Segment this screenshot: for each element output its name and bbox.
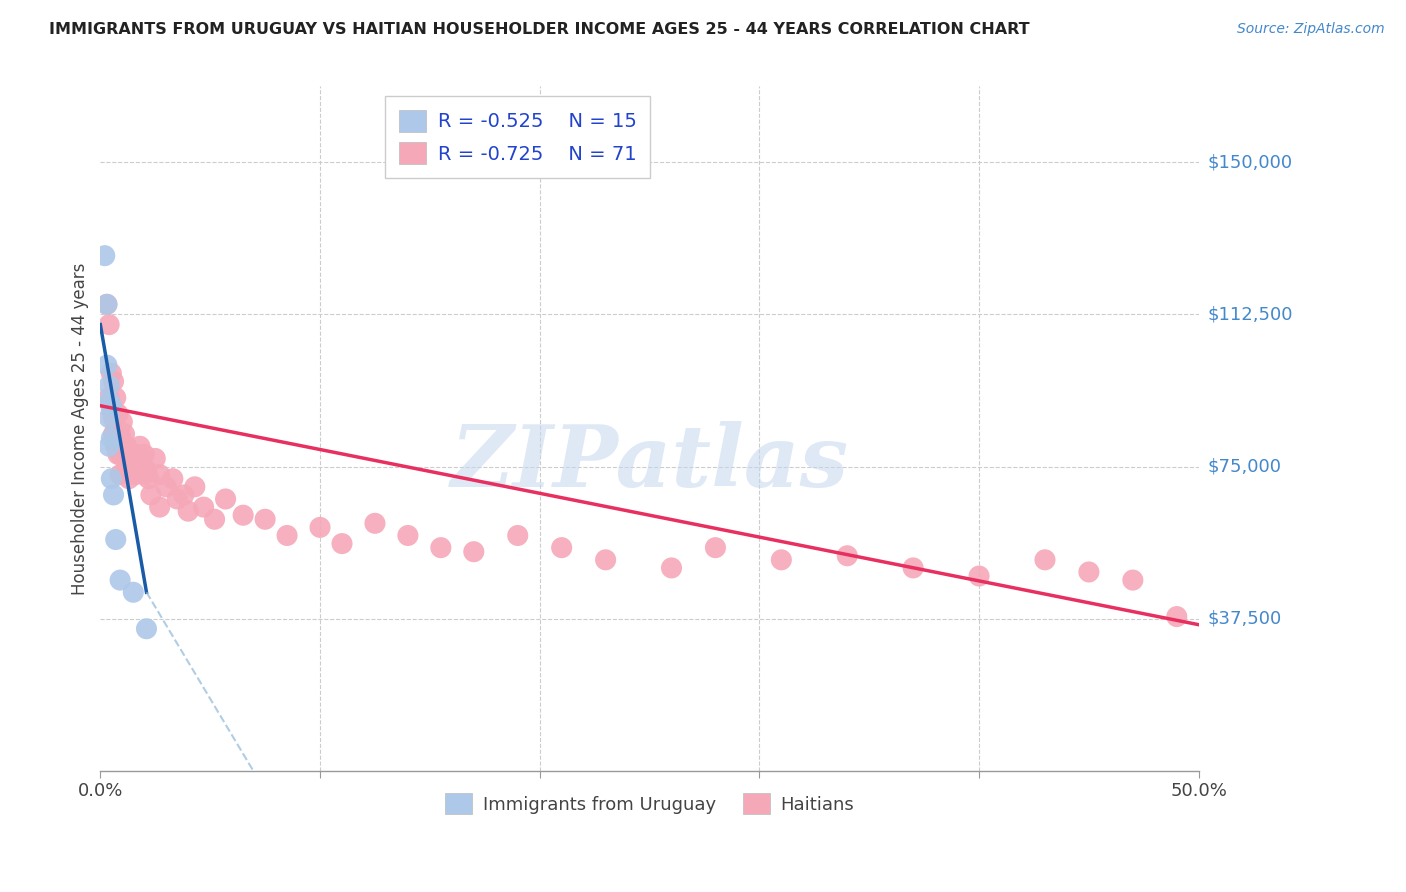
Point: [104, 533, 127, 547]
Point: [96, 297, 118, 311]
Text: Source: ZipAtlas.com: Source: ZipAtlas.com: [1237, 22, 1385, 37]
Point: [135, 622, 157, 636]
Point: [177, 504, 200, 518]
Point: [111, 415, 134, 429]
Point: [107, 447, 129, 461]
Point: [96, 297, 118, 311]
Point: [1033, 553, 1056, 567]
Point: [704, 541, 727, 555]
Point: [162, 472, 184, 486]
Point: [98, 410, 121, 425]
Point: [100, 366, 122, 380]
Point: [770, 553, 793, 567]
Point: [550, 541, 572, 555]
Point: [114, 451, 136, 466]
Point: [100, 399, 122, 413]
Point: [108, 573, 131, 587]
Point: [364, 516, 387, 531]
Point: [138, 472, 160, 486]
Point: [214, 491, 236, 506]
Point: [104, 419, 127, 434]
Point: [232, 508, 254, 523]
Point: [103, 427, 125, 442]
Point: [96, 358, 118, 372]
Point: [204, 512, 226, 526]
Point: [98, 439, 121, 453]
Point: [173, 488, 195, 502]
Point: [837, 549, 859, 563]
Text: $75,000: $75,000: [1208, 458, 1281, 475]
Point: [193, 500, 215, 514]
Point: [131, 459, 153, 474]
Point: [967, 569, 990, 583]
Point: [166, 491, 188, 506]
Y-axis label: Householder Income Ages 25 - 44 years: Householder Income Ages 25 - 44 years: [72, 262, 89, 595]
Point: [149, 467, 172, 482]
Text: $112,500: $112,500: [1208, 305, 1292, 324]
Point: [118, 455, 141, 469]
Point: [396, 528, 419, 542]
Point: [108, 467, 131, 482]
Point: [100, 431, 122, 445]
Point: [143, 451, 166, 466]
Point: [463, 545, 485, 559]
Point: [107, 431, 129, 445]
Point: [1077, 565, 1099, 579]
Point: [115, 459, 138, 474]
Point: [98, 378, 121, 392]
Point: [103, 375, 125, 389]
Point: [100, 402, 122, 417]
Text: ZIPatlas: ZIPatlas: [450, 421, 849, 505]
Point: [104, 439, 127, 453]
Point: [430, 541, 453, 555]
Point: [103, 488, 125, 502]
Point: [1166, 609, 1188, 624]
Text: $150,000: $150,000: [1208, 153, 1292, 171]
Point: [120, 451, 142, 466]
Point: [100, 472, 122, 486]
Point: [276, 528, 298, 542]
Point: [122, 455, 145, 469]
Point: [107, 407, 129, 421]
Point: [330, 536, 353, 550]
Point: [124, 447, 146, 461]
Point: [122, 585, 145, 599]
Point: [98, 394, 121, 409]
Point: [104, 391, 127, 405]
Point: [135, 464, 157, 478]
Point: [124, 467, 146, 482]
Point: [108, 427, 131, 442]
Point: [127, 451, 149, 466]
Text: $37,500: $37,500: [1208, 609, 1281, 628]
Point: [93, 249, 115, 263]
Point: [115, 439, 138, 453]
Point: [139, 488, 162, 502]
Point: [114, 427, 136, 442]
Point: [98, 391, 121, 405]
Point: [98, 318, 121, 332]
Point: [1122, 573, 1144, 587]
Point: [506, 528, 529, 542]
Point: [661, 561, 683, 575]
Point: [111, 443, 134, 458]
Point: [901, 561, 924, 575]
Point: [595, 553, 617, 567]
Point: [184, 480, 207, 494]
Point: [128, 439, 150, 453]
Legend: Immigrants from Uruguay, Haitians: Immigrants from Uruguay, Haitians: [436, 784, 863, 823]
Point: [309, 520, 332, 534]
Point: [108, 447, 131, 461]
Point: [254, 512, 277, 526]
Point: [103, 410, 125, 425]
Point: [155, 480, 177, 494]
Text: IMMIGRANTS FROM URUGUAY VS HAITIAN HOUSEHOLDER INCOME AGES 25 - 44 YEARS CORRELA: IMMIGRANTS FROM URUGUAY VS HAITIAN HOUSE…: [49, 22, 1029, 37]
Point: [149, 500, 172, 514]
Point: [118, 472, 141, 486]
Point: [134, 467, 156, 482]
Point: [134, 447, 156, 461]
